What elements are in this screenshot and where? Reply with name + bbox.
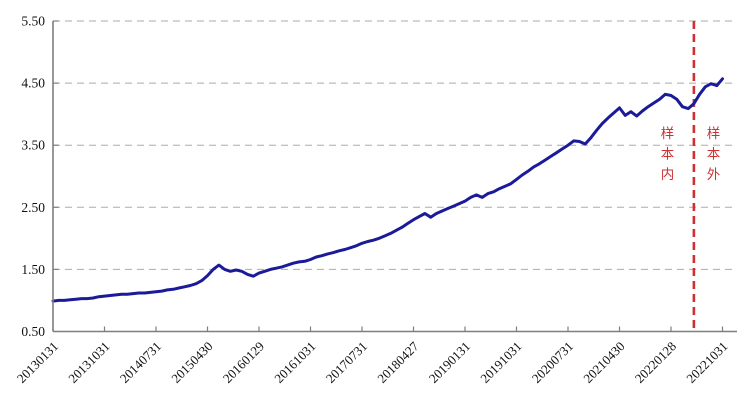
x-axis-tick-label: 20140731 bbox=[117, 339, 164, 386]
y-axis-tick-label: 1.50 bbox=[21, 262, 45, 277]
x-axis-tick-label: 20130131 bbox=[14, 339, 61, 386]
x-axis-tick-label: 20221031 bbox=[683, 339, 730, 386]
x-axis-tick-label: 20210430 bbox=[580, 339, 627, 386]
x-axis-tick-label: 20131031 bbox=[65, 339, 112, 386]
x-axis-tick-label: 20170731 bbox=[323, 339, 370, 386]
x-axis-tick-label: 20161031 bbox=[271, 339, 318, 386]
x-axis-tick-label: 20160129 bbox=[220, 339, 267, 386]
x-axis-tick-label: 20190131 bbox=[426, 339, 473, 386]
y-axis-tick-label: 2.50 bbox=[21, 200, 45, 215]
x-axis-tick-label: 20191031 bbox=[477, 339, 524, 386]
y-axis-tick-label: 5.50 bbox=[21, 14, 45, 29]
data-line bbox=[51, 77, 724, 303]
x-axis-tick-label: 20200731 bbox=[529, 339, 576, 386]
x-axis-tick-label: 20150430 bbox=[168, 339, 215, 386]
x-axis-tick-label: 20180427 bbox=[374, 338, 422, 386]
y-axis-tick-label: 3.50 bbox=[21, 138, 45, 153]
in-sample-label: 样本内 bbox=[658, 126, 674, 188]
y-axis-tick-label: 4.50 bbox=[21, 76, 45, 91]
x-axis-tick-label: 20220128 bbox=[632, 339, 679, 386]
y-axis-tick-label: 0.50 bbox=[21, 324, 45, 339]
out-of-sample-label: 样本外 bbox=[704, 126, 720, 188]
